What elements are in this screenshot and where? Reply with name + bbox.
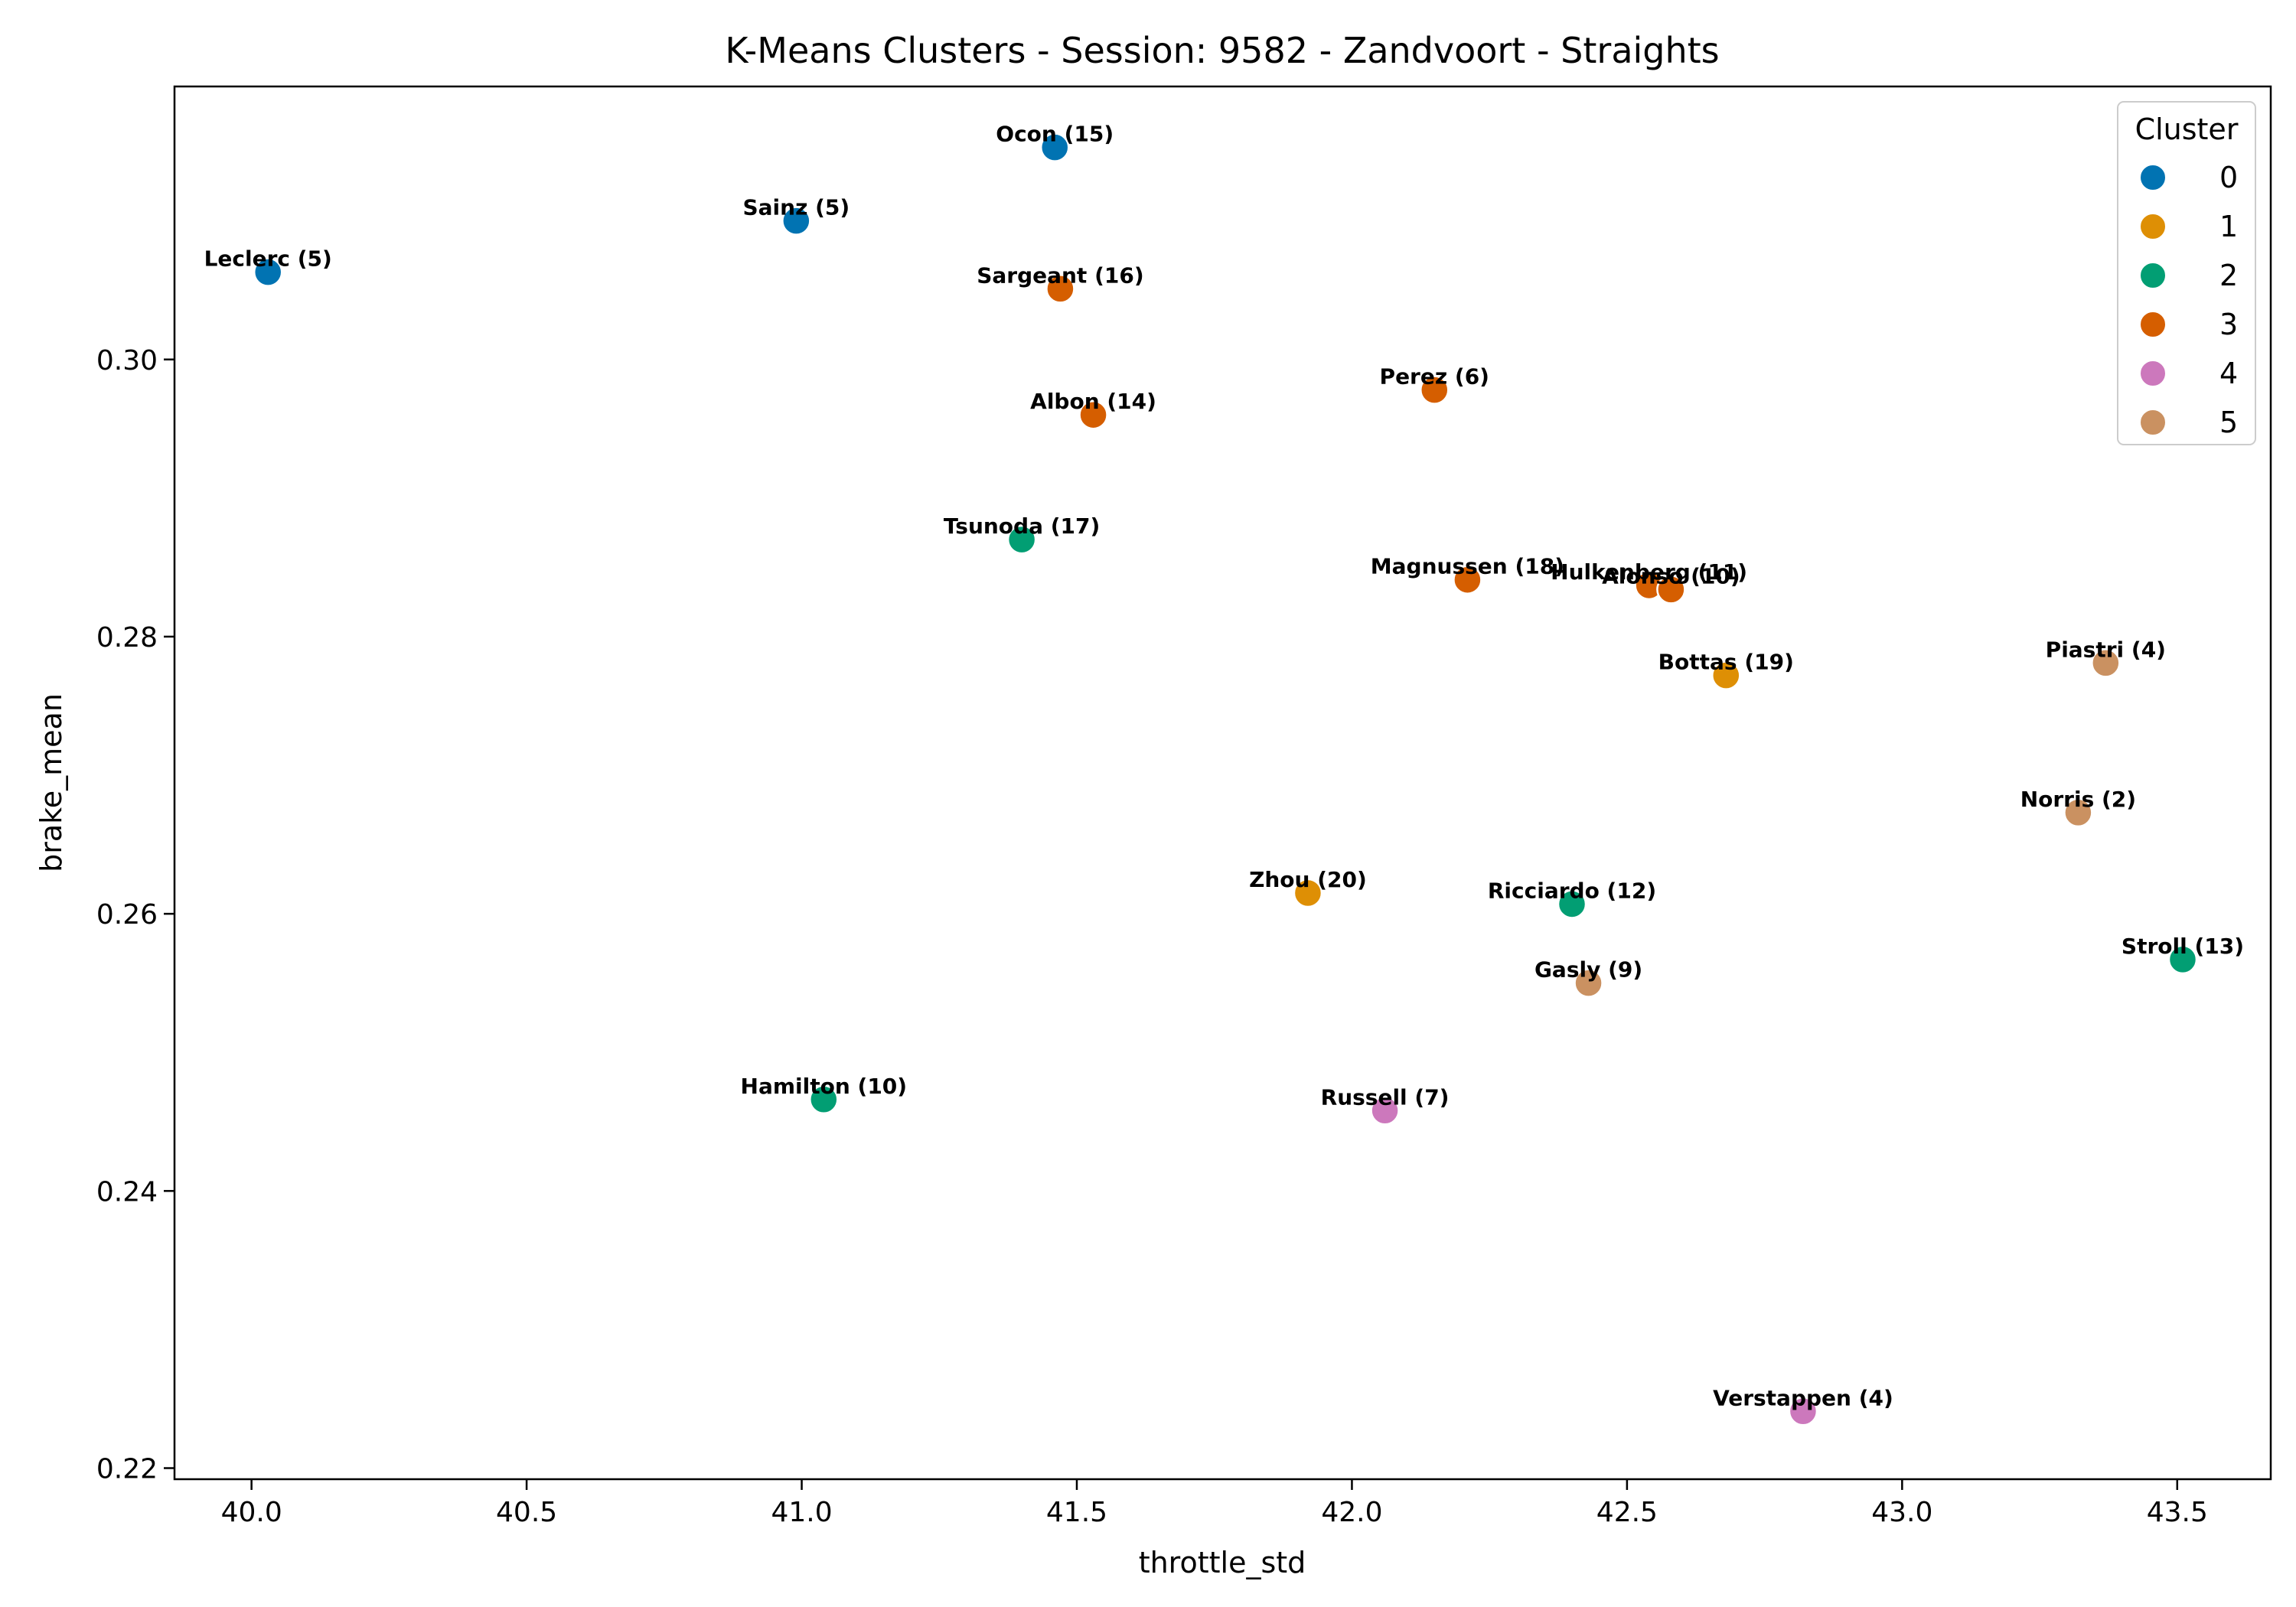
point-label: Verstappen (4) bbox=[1713, 1385, 1893, 1410]
scatter-point bbox=[1045, 274, 1075, 304]
scatter-point bbox=[1039, 132, 1070, 162]
point-label: Stroll (13) bbox=[2122, 934, 2244, 959]
chart-title: K-Means Clusters - Session: 9582 - Zandv… bbox=[725, 30, 1719, 71]
scatter-point bbox=[1293, 878, 1323, 908]
point-label: Hamilton (10) bbox=[741, 1074, 908, 1099]
point-label: Ricciardo (12) bbox=[1488, 878, 1656, 903]
point-label: Alonso (10) bbox=[1602, 563, 1740, 588]
point-label: Ocon (15) bbox=[996, 122, 1114, 147]
scatter-point bbox=[2167, 944, 2198, 975]
y-axis-ticks: 0.22 0.24 0.26 0.28 0.30 bbox=[96, 345, 174, 1485]
point-label: Albon (14) bbox=[1030, 389, 1156, 414]
points-layer bbox=[253, 132, 2198, 1426]
scatter-point bbox=[1370, 1096, 1400, 1126]
plot-area-frame bbox=[173, 85, 2272, 1481]
x-axis-ticks: 40.0 40.5 41.0 41.5 42.0 42.5 43.0 43.5 bbox=[221, 1479, 2208, 1528]
legend-entry-label: 4 bbox=[2219, 357, 2238, 390]
scatter-point bbox=[1711, 660, 1741, 690]
y-axis-label: brake_mean bbox=[34, 693, 68, 872]
scatter-point bbox=[781, 206, 811, 236]
x-tick-label: 41.5 bbox=[1046, 1497, 1107, 1528]
x-tick-label: 40.5 bbox=[496, 1497, 557, 1528]
point-label: Norris (2) bbox=[2020, 787, 2136, 812]
legend-entry-label: 3 bbox=[2219, 308, 2238, 341]
y-tick-label: 0.22 bbox=[96, 1454, 158, 1485]
point-label: Piastri (4) bbox=[2046, 637, 2166, 662]
x-tick-label: 40.0 bbox=[221, 1497, 282, 1528]
y-tick-label: 0.30 bbox=[96, 345, 158, 376]
scatter-point bbox=[1574, 968, 1603, 998]
point-label: Gasly (9) bbox=[1534, 957, 1642, 983]
x-tick-label: 43.0 bbox=[1871, 1497, 1932, 1528]
point-label: Sainz (5) bbox=[742, 195, 850, 220]
legend-title: Cluster bbox=[2135, 112, 2239, 146]
point-label: Bottas (19) bbox=[1658, 650, 1794, 675]
scatter-point bbox=[2091, 648, 2121, 678]
scatter-point bbox=[253, 257, 283, 287]
point-label: Leclerc (5) bbox=[204, 246, 332, 272]
point-label: Hulkenberg (11) bbox=[1551, 559, 1747, 585]
legend-entry-label: 0 bbox=[2219, 161, 2238, 194]
point-label: Perez (6) bbox=[1380, 364, 1489, 390]
scatter-point bbox=[1420, 375, 1450, 405]
x-tick-label: 42.0 bbox=[1321, 1497, 1382, 1528]
legend-marker bbox=[2139, 409, 2167, 436]
legend-marker bbox=[2139, 360, 2167, 387]
x-tick-label: 42.5 bbox=[1596, 1497, 1658, 1528]
y-tick-label: 0.26 bbox=[96, 899, 158, 931]
point-labels-layer: Leclerc (5) Sainz (5) Ocon (15) Zhou (20) Bo… bbox=[204, 122, 2244, 1411]
scatter-point bbox=[809, 1084, 839, 1115]
point-label: Magnussen (18) bbox=[1371, 554, 1564, 579]
legend-entry-label: 1 bbox=[2219, 210, 2238, 243]
scatter-point bbox=[2063, 797, 2093, 828]
legend-marker bbox=[2139, 311, 2167, 338]
scatter-point bbox=[1656, 575, 1686, 605]
x-tick-label: 41.0 bbox=[771, 1497, 832, 1528]
legend-marker bbox=[2139, 213, 2167, 240]
legend-entry-label: 5 bbox=[2219, 406, 2238, 439]
scatter-point bbox=[1078, 399, 1108, 430]
x-tick-label: 43.5 bbox=[2147, 1497, 2208, 1528]
y-tick-label: 0.24 bbox=[96, 1176, 158, 1208]
legend: Cluster 0 1 2 3 4 5 bbox=[2117, 101, 2256, 445]
point-label: Zhou (20) bbox=[1249, 867, 1367, 892]
legend-marker bbox=[2139, 164, 2167, 191]
legend-entries: 0 1 2 3 4 5 bbox=[2139, 161, 2238, 439]
point-label: Russell (7) bbox=[1321, 1084, 1450, 1110]
legend-entry-label: 2 bbox=[2219, 259, 2238, 292]
legend-marker bbox=[2139, 262, 2167, 289]
scatter-point bbox=[1453, 565, 1482, 595]
scatter-point bbox=[1006, 524, 1037, 555]
y-tick-label: 0.28 bbox=[96, 622, 158, 654]
x-axis-label: throttle_std bbox=[1139, 1546, 1306, 1579]
scatter-point bbox=[1557, 889, 1587, 919]
point-label: Tsunoda (17) bbox=[944, 513, 1100, 539]
scatter-point bbox=[1788, 1397, 1818, 1426]
point-label: Sargeant (16) bbox=[977, 262, 1143, 288]
